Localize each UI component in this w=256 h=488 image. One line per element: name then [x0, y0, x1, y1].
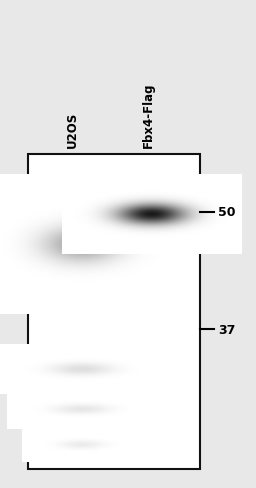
Text: 37: 37: [218, 323, 235, 336]
Bar: [28, 155, 200, 469]
Text: Fbx4-Flag: Fbx4-Flag: [142, 82, 155, 148]
Text: U2OS: U2OS: [66, 112, 79, 148]
Text: 50: 50: [218, 206, 236, 219]
